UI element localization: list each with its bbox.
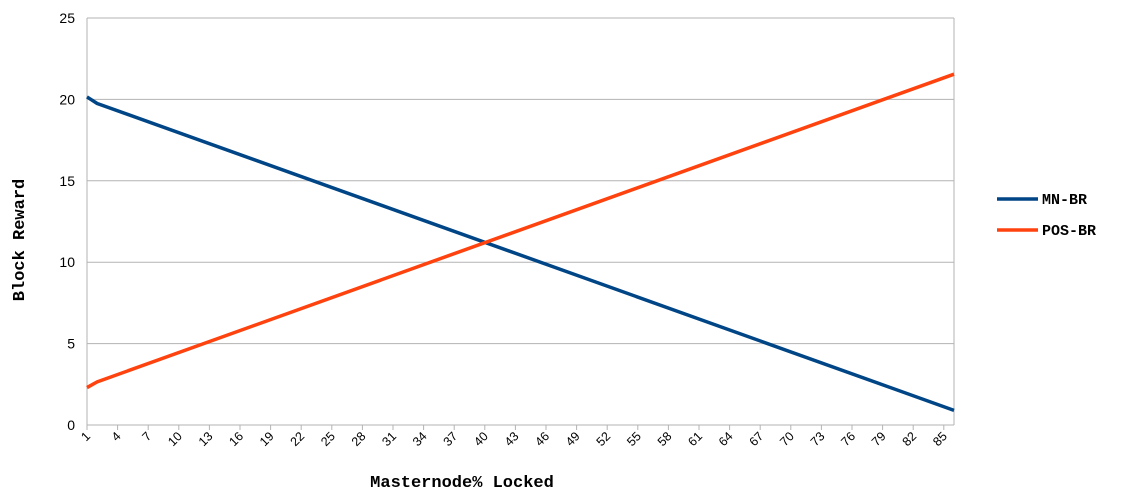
x-tick-label: 31 [379, 429, 399, 449]
x-tick-label: 55 [624, 429, 644, 449]
x-tick-label: 52 [594, 429, 614, 449]
y-axis-title: Block Reward [11, 179, 30, 301]
x-tick-label: 13 [196, 429, 216, 449]
x-tick-label: 61 [685, 429, 705, 449]
legend-label-pos-br: POS-BR [1042, 223, 1096, 240]
x-tick-label: 73 [808, 429, 828, 449]
y-tick-label: 0 [67, 417, 75, 433]
x-tick-label: 43 [502, 429, 522, 449]
y-tick-label: 5 [67, 336, 75, 352]
x-tick-label: 58 [655, 429, 675, 449]
x-tick-label: 85 [930, 429, 950, 449]
x-tick-label: 22 [288, 429, 308, 449]
x-tick-label: 37 [441, 429, 461, 449]
y-tick-label: 15 [59, 173, 75, 189]
series-line-mn-br [86, 95, 955, 412]
x-tick-label: 79 [869, 429, 889, 449]
x-tick-label: 7 [140, 429, 155, 444]
series-lines [86, 72, 955, 412]
x-tick-label: 40 [471, 429, 491, 449]
x-tick-labels: 1 4 7 10 13 16 19 22 25 28 31 34 37 40 43 46 49 52 55 58 61 6… [78, 429, 950, 449]
y-tick-label: 20 [59, 91, 75, 107]
x-tick-label: 10 [165, 429, 185, 449]
series-line-pos-br [86, 72, 955, 390]
x-tick-label: 70 [777, 429, 797, 449]
x-tick-label: 4 [109, 429, 124, 444]
legend: MN-BR POS-BR [997, 192, 1096, 240]
x-tick-label: 19 [257, 429, 277, 449]
x-tick-label: 64 [716, 429, 736, 449]
x-tick-label: 1 [78, 429, 93, 444]
x-tick-label: 25 [318, 429, 338, 449]
x-tick-label: 76 [838, 429, 858, 449]
x-tick-label: 82 [900, 429, 920, 449]
legend-label-mn-br: MN-BR [1042, 192, 1087, 209]
x-tick-label: 46 [532, 429, 552, 449]
plot-frame [86, 18, 955, 425]
x-tick-label: 16 [226, 429, 246, 449]
y-tick-label: 10 [59, 254, 75, 270]
x-tick-label: 34 [410, 429, 430, 449]
x-tick-label: 67 [747, 429, 767, 449]
y-tick-label: 25 [59, 10, 75, 26]
y-tick-labels: 0 5 10 15 20 25 [59, 10, 75, 433]
x-tick-label: 49 [563, 429, 583, 449]
x-tick-label: 28 [349, 429, 369, 449]
x-axis-title: Masternode% Locked [370, 474, 554, 493]
grid-lines [86, 17, 954, 430]
